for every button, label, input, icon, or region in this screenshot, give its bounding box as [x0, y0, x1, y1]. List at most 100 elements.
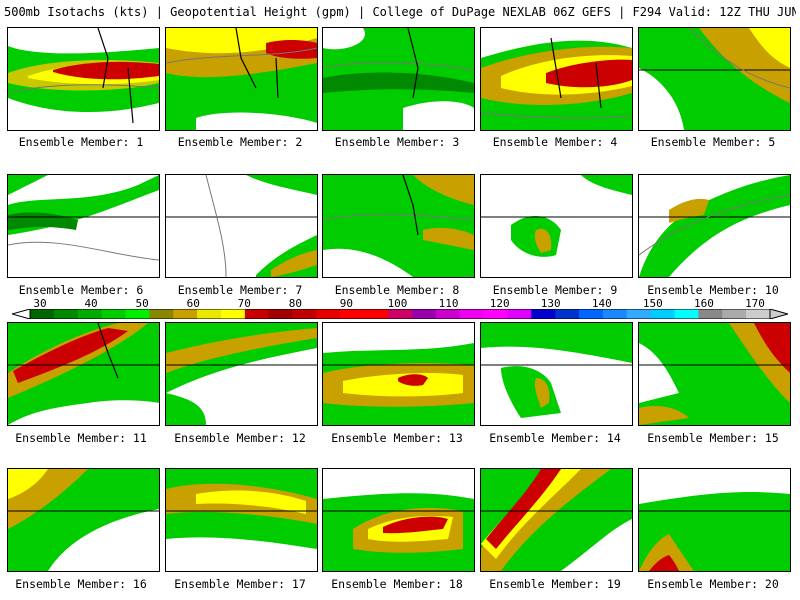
colorbar-label: 130: [540, 297, 561, 310]
isotach-map-12: [166, 323, 317, 425]
isotach-map-6: [8, 175, 159, 277]
member-label-12: Ensemble Member: 12: [174, 431, 306, 445]
member-label-1: Ensemble Member: 1: [18, 135, 144, 149]
member-label-19: Ensemble Member: 19: [489, 577, 621, 591]
ensemble-panel-2[interactable]: [165, 27, 318, 131]
colorbar-swatch: [459, 309, 485, 319]
colorbar-swatch: [30, 309, 55, 319]
ensemble-panel-10[interactable]: [638, 174, 791, 278]
colorbar: [12, 309, 788, 319]
isotach-map-16: [8, 469, 159, 571]
ensemble-panel-1[interactable]: [7, 27, 160, 131]
member-label-18: Ensemble Member: 18: [331, 577, 463, 591]
colorbar-swatch: [77, 309, 103, 319]
colorbar-swatch: [722, 309, 747, 319]
ensemble-panel-18[interactable]: [322, 468, 475, 572]
isotach-map-9: [481, 175, 632, 277]
colorbar-swatch: [268, 309, 294, 319]
member-label-17: Ensemble Member: 17: [174, 577, 306, 591]
ensemble-panel-5[interactable]: [638, 27, 791, 131]
member-label-7: Ensemble Member: 7: [177, 283, 303, 297]
isotach-map-8: [323, 175, 474, 277]
colorbar-swatch: [507, 309, 532, 319]
isotach-map-20: [639, 469, 790, 571]
colorbar-swatch: [531, 309, 556, 319]
isotach-map-18: [323, 469, 474, 571]
colorbar-label: 50: [135, 297, 149, 310]
isotach-map-7: [166, 175, 317, 277]
ensemble-panel-19[interactable]: [480, 468, 633, 572]
colorbar-swatch: [316, 309, 341, 319]
colorbar-swatch: [650, 309, 676, 319]
colorbar-swatch: [579, 309, 604, 319]
map-title: 500mb Isotachs (kts) | Geopotential Heig…: [4, 5, 796, 19]
ensemble-panel-11[interactable]: [7, 322, 160, 426]
colorbar-swatch: [746, 309, 771, 319]
isotach-map-13: [323, 323, 474, 425]
ensemble-panel-14[interactable]: [480, 322, 633, 426]
colorbar-swatch: [53, 309, 79, 319]
colorbar-label: 30: [33, 297, 47, 310]
member-label-5: Ensemble Member: 5: [650, 135, 776, 149]
colorbar-label: 40: [84, 297, 98, 310]
ensemble-panel-6[interactable]: [7, 174, 160, 278]
member-label-6: Ensemble Member: 6: [18, 283, 144, 297]
isotach-map-19: [481, 469, 632, 571]
colorbar-swatch: [173, 309, 198, 319]
colorbar-label: 90: [339, 297, 354, 310]
colorbar-swatch: [483, 309, 508, 319]
ensemble-panel-8[interactable]: [322, 174, 475, 278]
member-label-2: Ensemble Member: 2: [177, 135, 303, 149]
colorbar-swatch: [388, 309, 413, 319]
colorbar-label: 110: [438, 297, 459, 310]
member-label-11: Ensemble Member: 11: [15, 431, 147, 445]
ensemble-panel-9[interactable]: [480, 174, 633, 278]
colorbar-frame: [29, 309, 771, 319]
colorbar-label: 140: [591, 297, 612, 310]
colorbar-swatch: [101, 309, 126, 319]
isotach-map-15: [639, 323, 790, 425]
colorbar-swatch: [626, 309, 652, 319]
isotach-map-4: [481, 28, 632, 130]
colorbar-left-arrow: [12, 309, 31, 319]
colorbar-swatch: [244, 309, 270, 319]
ensemble-panel-20[interactable]: [638, 468, 791, 572]
ensemble-panel-17[interactable]: [165, 468, 318, 572]
member-label-13: Ensemble Member: 13: [331, 431, 463, 445]
isotach-map-17: [166, 469, 317, 571]
colorbar-swatch: [698, 309, 723, 319]
ensemble-panel-16[interactable]: [7, 468, 160, 572]
ensemble-panel-7[interactable]: [165, 174, 318, 278]
ensemble-panel-13[interactable]: [322, 322, 475, 426]
ensemble-panel-15[interactable]: [638, 322, 791, 426]
colorbar-swatch: [602, 309, 628, 319]
colorbar-swatch: [411, 309, 437, 319]
member-label-16: Ensemble Member: 16: [15, 577, 147, 591]
colorbar-swatch: [125, 309, 150, 319]
isotach-map-3: [323, 28, 474, 130]
isotach-map-10: [639, 175, 790, 277]
ensemble-panel-4[interactable]: [480, 27, 633, 131]
colorbar-label: 150: [642, 297, 663, 310]
colorbar-label: 70: [237, 297, 251, 310]
colorbar-swatch: [292, 309, 317, 319]
isotach-map-14: [481, 323, 632, 425]
isotach-map-2: [166, 28, 317, 130]
colorbar-label: 60: [186, 297, 200, 310]
colorbar-swatch: [435, 309, 461, 319]
ensemble-panel-12[interactable]: [165, 322, 318, 426]
colorbar-swatch: [674, 309, 699, 319]
member-label-20: Ensemble Member: 20: [647, 577, 779, 591]
colorbar-label: 80: [288, 297, 302, 310]
member-label-14: Ensemble Member: 14: [489, 431, 621, 445]
colorbar-label: 100: [387, 297, 408, 310]
member-label-8: Ensemble Member: 8: [334, 283, 460, 297]
isotach-map-11: [8, 323, 159, 425]
colorbar-swatch: [149, 309, 174, 319]
colorbar-swatch: [197, 309, 222, 319]
colorbar-swatch: [364, 309, 389, 319]
member-label-3: Ensemble Member: 3: [334, 135, 460, 149]
colorbar-swatch: [220, 309, 246, 319]
ensemble-panel-3[interactable]: [322, 27, 475, 131]
member-label-4: Ensemble Member: 4: [492, 135, 618, 149]
